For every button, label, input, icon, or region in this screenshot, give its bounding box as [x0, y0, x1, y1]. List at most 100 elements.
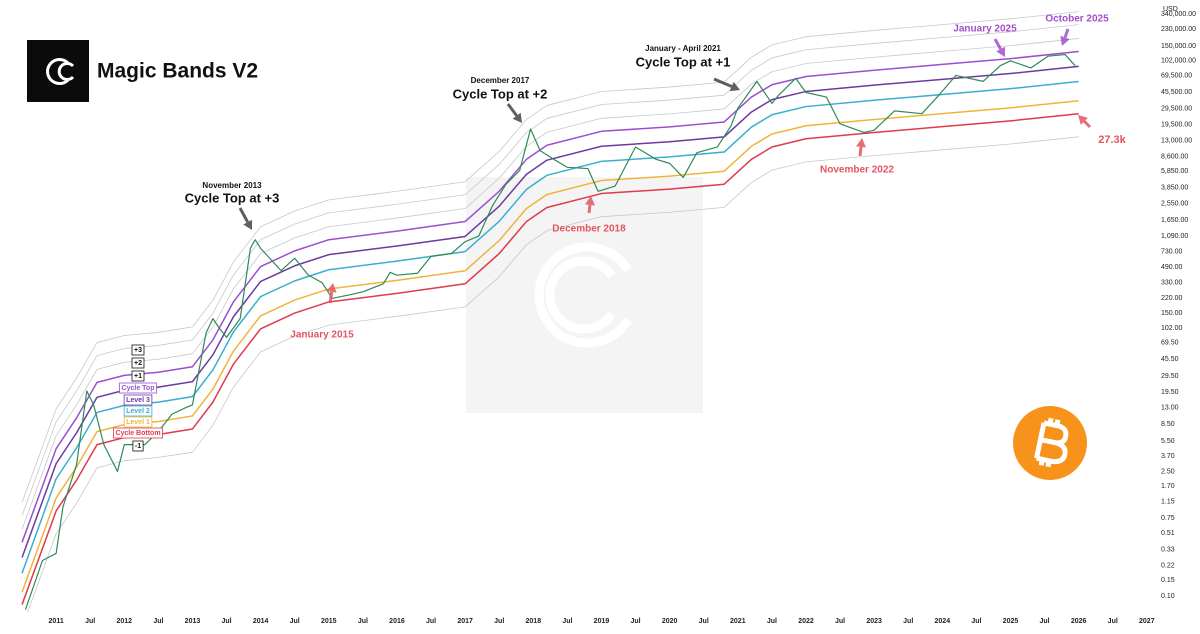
y-tick-label: 3,850.00 [1161, 184, 1188, 191]
x-tick-label: 2025 [1003, 618, 1019, 625]
y-tick-label: 0.75 [1161, 515, 1175, 522]
y-tick-label: 19,500.00 [1161, 122, 1192, 129]
y-tick-label: 490.00 [1161, 264, 1183, 271]
annotation-text: November 2022 [820, 165, 894, 176]
annotation-text: 27.3k [1098, 134, 1126, 146]
legend-box [123, 405, 153, 417]
y-tick-label: 1.15 [1161, 498, 1175, 505]
x-tick-label: Jul [835, 618, 845, 625]
y-tick-label: 29,500.00 [1161, 106, 1192, 113]
y-tick-label: 150,000.00 [1161, 43, 1196, 50]
x-tick-label: 2011 [49, 618, 64, 625]
y-tick-label: 0.33 [1161, 547, 1175, 554]
x-tick-label: Jul [971, 618, 981, 625]
annotation-arrowhead [729, 81, 740, 92]
legend-box [131, 344, 145, 356]
x-tick-label: 2026 [1071, 618, 1087, 625]
legend-label: +1 [134, 373, 142, 380]
x-tick-label: 2017 [457, 618, 473, 625]
annotation-arrowhead [326, 283, 337, 293]
chart-title: Magic Bands V2 [97, 60, 258, 83]
legend-label: Cycle Top [122, 385, 155, 392]
x-tick-label: Jul [153, 618, 163, 625]
annotation-date: December 2017 [471, 76, 530, 85]
legend-box [123, 394, 153, 406]
x-tick-label: Jul [699, 618, 709, 625]
y-tick-label: 5.50 [1161, 438, 1175, 445]
x-tick-label: 2022 [798, 618, 814, 625]
y-tick-label: 0.15 [1161, 577, 1175, 584]
y-tick-label: 45,500.00 [1161, 89, 1192, 96]
y-tick-label: 0.22 [1161, 562, 1175, 569]
legend-box [131, 357, 145, 369]
y-tick-label: 230,000.00 [1161, 26, 1196, 33]
x-tick-label: 2018 [526, 618, 542, 625]
y-tick-label: 69,500.00 [1161, 73, 1192, 80]
legend-label: Level 1 [126, 419, 150, 426]
y-tick-label: 1,650.00 [1161, 217, 1188, 224]
x-tick-label: 2013 [185, 618, 201, 625]
y-tick-label: 69.50 [1161, 340, 1179, 347]
annotation-arrowhead [1078, 115, 1088, 125]
y-tick-label: 5,850.00 [1161, 168, 1188, 175]
legend-label: Level 3 [126, 397, 150, 404]
y-tick-label: 2,550.00 [1161, 200, 1188, 207]
x-tick-label: Jul [426, 618, 436, 625]
annotation-arrow [506, 103, 518, 117]
y-tick-label: 340,000.00 [1161, 11, 1196, 18]
x-tick-label: Jul [290, 618, 300, 625]
legend-box [131, 370, 145, 382]
y-tick-label: 3.70 [1161, 453, 1175, 460]
legend-box [113, 427, 163, 439]
y-tick-label: 8.50 [1161, 421, 1175, 428]
legend-label: +2 [134, 360, 142, 367]
x-tick-label: Jul [630, 618, 640, 625]
y-tick-label: 13.00 [1161, 405, 1179, 412]
y-tick-label: 19.50 [1161, 389, 1179, 396]
annotation-text: Cycle Top at +2 [453, 86, 548, 101]
x-tick-label: 2016 [389, 618, 405, 625]
legend-box [132, 440, 144, 452]
annotation-text: January 2025 [953, 24, 1017, 35]
annotation-arrowhead [996, 46, 1005, 57]
annotation-arrow [587, 204, 592, 214]
annotation-text: October 2025 [1045, 14, 1109, 25]
legend-label: Level 2 [126, 408, 150, 415]
band-line [27, 136, 1079, 612]
annotation-text: December 2018 [552, 224, 626, 235]
logo [27, 40, 89, 102]
y-tick-label: 0.51 [1161, 530, 1175, 537]
y-tick-label: 8,600.00 [1161, 153, 1188, 160]
y-tick-label: 220.00 [1161, 295, 1183, 302]
x-tick-label: Jul [1040, 618, 1050, 625]
x-tick-label: 2015 [321, 618, 337, 625]
y-tick-label: 29.50 [1161, 373, 1179, 380]
band-line [21, 11, 1079, 503]
legend-label: -1 [135, 443, 141, 450]
x-tick-label: Jul [1108, 618, 1118, 625]
x-tick-label: 2021 [730, 618, 746, 625]
x-tick-label: 2020 [662, 618, 678, 625]
x-tick-label: Jul [221, 618, 231, 625]
annotation-arrow [1063, 28, 1070, 39]
annotation-arrow [238, 207, 250, 223]
y-tick-label: 102.00 [1161, 325, 1183, 332]
y-tick-label: 730.00 [1161, 249, 1183, 256]
y-tick-label: 1.70 [1161, 483, 1175, 490]
x-tick-label: Jul [562, 618, 572, 625]
annotation-text: Cycle Top at +1 [636, 54, 731, 69]
x-tick-label: Jul [494, 618, 504, 625]
legend-label: Cycle Bottom [115, 430, 160, 437]
x-tick-label: 2027 [1139, 618, 1155, 625]
y-tick-label: 1,090.00 [1161, 233, 1188, 240]
annotation-text: Cycle Top at +3 [185, 190, 280, 205]
x-tick-label: 2024 [935, 618, 951, 625]
y-tick-label: 150.00 [1161, 310, 1183, 317]
bitcoin-icon [1013, 406, 1087, 480]
y-tick-label: 2.50 [1161, 468, 1175, 475]
annotation-arrowhead [512, 112, 522, 123]
legend-box [119, 382, 157, 394]
annotation-arrowhead [584, 196, 595, 206]
y-tick-label: 13,000.00 [1161, 137, 1192, 144]
